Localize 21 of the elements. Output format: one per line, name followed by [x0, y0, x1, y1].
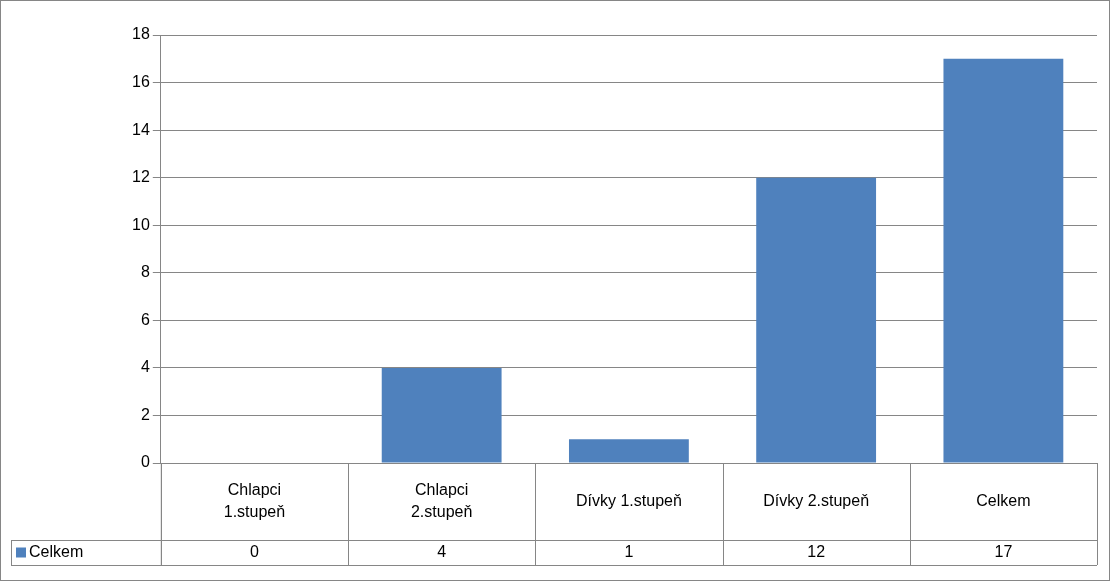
y-tick-label: 4: [140, 358, 150, 376]
x-tick-label: Chlapci 2.stupeň: [410, 480, 473, 520]
legend-label: Celkem: [29, 542, 84, 560]
y-tick-label: 6: [140, 310, 150, 328]
y-tick-label: 18: [132, 25, 150, 43]
y-tick-label: 8: [140, 263, 150, 281]
y-tick-label: 0: [140, 453, 150, 471]
y-tick-label: 14: [132, 120, 150, 138]
data-label: 17: [994, 542, 1013, 560]
data-label: 0: [249, 542, 259, 560]
y-tick-label: 10: [132, 215, 150, 233]
x-tick-label: Dívky 2.stupeň: [763, 491, 870, 509]
y-tick-label: 16: [132, 72, 150, 90]
x-tick-label: Chlapci 1.stupeň: [223, 480, 286, 520]
data-label: 12: [807, 542, 826, 560]
y-tick-label: 2: [140, 405, 150, 423]
x-tick-label: Celkem: [976, 491, 1031, 509]
x-tick-label: Dívky 1.stupeň: [575, 491, 682, 509]
y-tick-label: 12: [132, 168, 150, 186]
data-label: 1: [624, 542, 634, 560]
data-label: 4: [437, 542, 447, 560]
